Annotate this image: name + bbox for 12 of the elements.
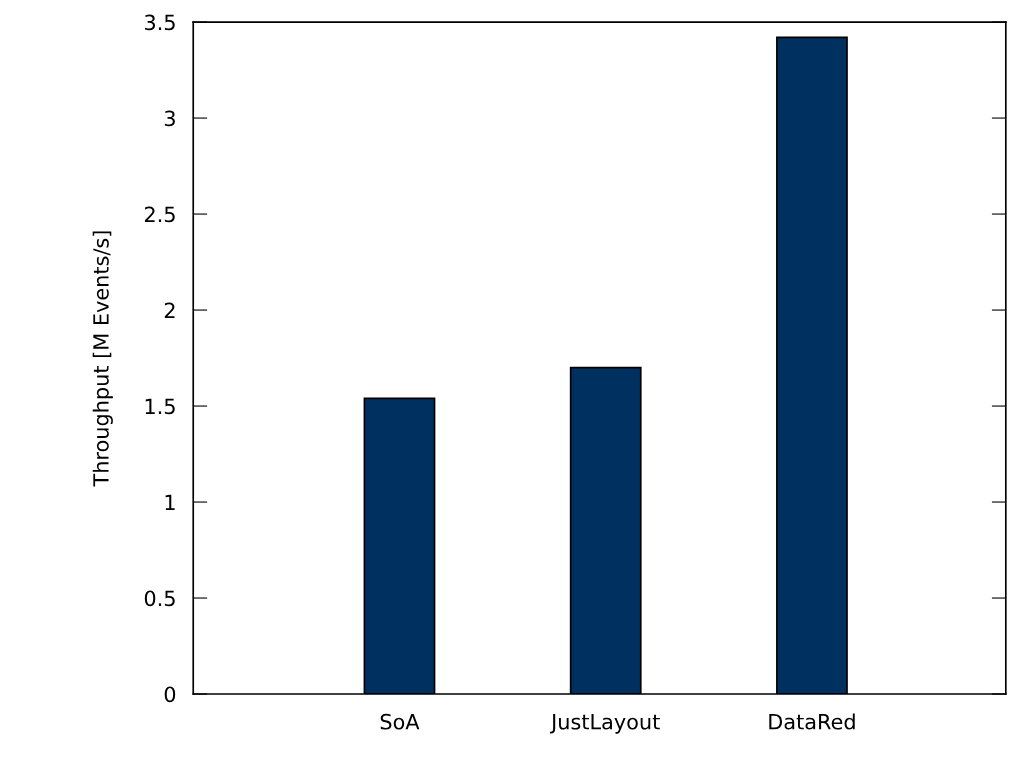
- y-tick-label: 2.5: [144, 206, 175, 223]
- y-axis-title: Throughput [M Events/s]: [92, 231, 113, 487]
- x-tick-label: JustLayout: [550, 714, 660, 734]
- y-tick-label: 3: [164, 110, 175, 127]
- x-tick-label: SoA: [380, 713, 420, 730]
- y-tick-label: 1: [165, 494, 175, 510]
- y-tick-label: 2: [164, 302, 175, 318]
- x-tick-label: DataRed: [769, 713, 855, 730]
- y-tick-label: 0: [164, 686, 176, 703]
- y-tick-label: 1.5: [145, 398, 175, 415]
- y-tick-label: 3.5: [145, 14, 175, 31]
- y-tick-label: 0.5: [144, 590, 175, 607]
